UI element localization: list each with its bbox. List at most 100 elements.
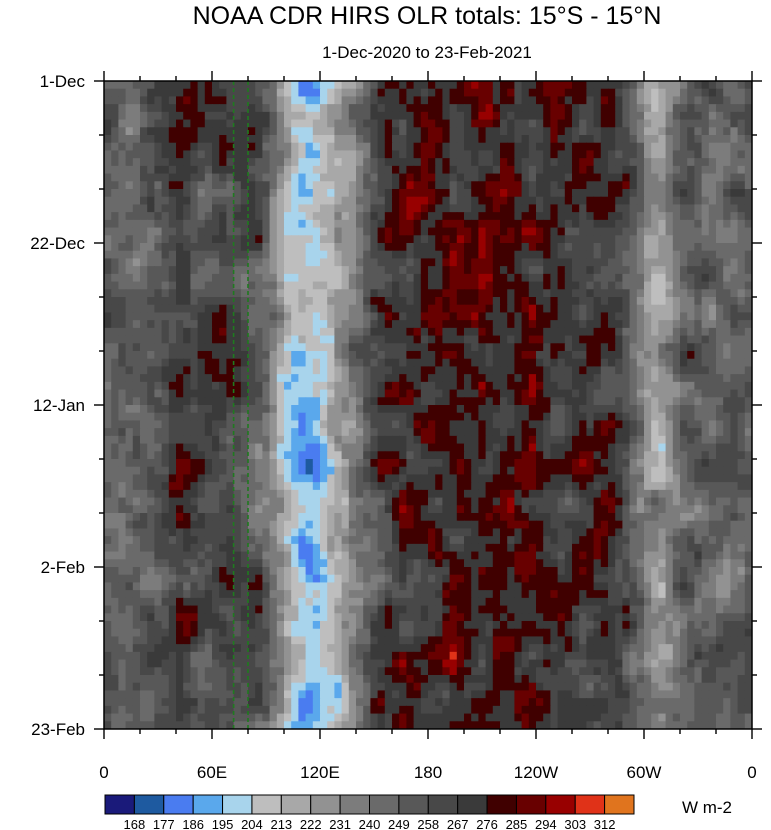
heatmap-cell [456,297,465,306]
heatmap-cell [449,343,458,352]
heatmap-cell [140,428,148,437]
heatmap-cell [226,104,235,113]
heatmap-cell [572,289,580,298]
heatmap-cell [536,459,544,468]
heatmap-cell [406,405,415,414]
heatmap-cell [262,150,271,159]
heatmap-cell [557,474,566,483]
heatmap-cell [413,150,422,159]
heatmap-cell [629,142,638,152]
heatmap-cell [219,405,227,414]
heatmap-cell [262,181,271,190]
heatmap-cell [248,181,256,190]
heatmap-cell [500,482,508,491]
heatmap-cell [406,119,415,128]
heatmap-cell [348,389,357,398]
heatmap-cell [687,443,695,452]
heatmap-cell [399,119,407,128]
heatmap-cell [593,119,602,128]
heatmap-cell [298,304,307,314]
heatmap-cell [730,289,739,298]
heatmap-cell [485,474,494,483]
heatmap-cell [363,312,371,321]
heatmap-cell [161,158,170,167]
heatmap-cell [212,389,220,398]
heatmap-cell [154,204,163,213]
heatmap-cell [204,181,213,190]
heatmap-cell [399,189,407,198]
heatmap-cell [176,273,184,283]
heatmap-cell [420,135,429,144]
heatmap-cell [543,459,551,468]
heatmap-cell [550,451,559,460]
heatmap-cell [125,412,134,422]
heatmap-cell [528,443,537,452]
heatmap-cell [600,243,609,252]
heatmap-cell [672,335,681,344]
heatmap-cell [507,281,515,290]
heatmap-cell [298,381,307,391]
heatmap-cell [435,165,443,175]
heatmap-cell [291,289,299,298]
heatmap-cell [420,119,429,128]
heatmap-cell [320,119,328,128]
heatmap-cell [190,173,199,182]
heatmap-cell [377,150,386,159]
heatmap-cell [384,142,393,152]
heatmap-cell [428,358,436,368]
heatmap-cell [737,405,746,414]
heatmap-cell [219,435,227,445]
heatmap-cell [161,343,170,352]
heatmap-cell [406,104,415,113]
heatmap-cell [183,312,191,321]
heatmap-cell [176,405,184,414]
heatmap-cell [464,165,472,175]
heatmap-cell [413,250,422,260]
heatmap-cell [327,150,335,159]
heatmap-cell [219,358,227,368]
heatmap-cell [507,459,515,468]
heatmap-cell [435,158,443,167]
heatmap-cell [140,482,148,491]
heatmap-cell [492,389,501,398]
heatmap-cell [305,459,314,468]
heatmap-cell [111,327,119,337]
heatmap-cell [471,312,479,321]
heatmap-cell [334,304,343,314]
heatmap-cell [644,489,652,499]
heatmap-cell [514,227,523,236]
heatmap-cell [384,81,393,90]
heatmap-cell [564,374,573,383]
heatmap-cell [147,189,155,198]
heatmap-cell [536,397,544,406]
heatmap-cell [716,235,724,244]
heatmap-cell [291,173,299,182]
heatmap-cell [456,343,465,352]
heatmap-cell [240,420,249,429]
heatmap-cell [161,366,170,375]
heatmap-cell [464,119,472,128]
heatmap-cell [514,327,523,337]
heatmap-cell [636,343,645,352]
heatmap-cell [737,81,746,90]
heatmap-cell [492,343,501,352]
heatmap-cell [240,235,249,244]
heatmap-cell [672,374,681,383]
heatmap-cell [586,235,595,244]
heatmap-cell [183,335,191,344]
heatmap-cell [284,482,292,491]
heatmap-cell [363,405,371,414]
heatmap-cell [262,189,271,198]
heatmap-cell [420,389,429,398]
heatmap-cell [680,489,688,499]
heatmap-cell [680,381,688,391]
heatmap-cell [428,258,436,267]
heatmap-cell [140,165,148,175]
heatmap-cell [183,189,191,198]
heatmap-cell [341,474,350,483]
heatmap-cell [680,451,688,460]
heatmap-cell [579,312,587,321]
heatmap-cell [240,119,249,128]
heatmap-cell [435,474,443,483]
heatmap-cell [586,412,595,422]
